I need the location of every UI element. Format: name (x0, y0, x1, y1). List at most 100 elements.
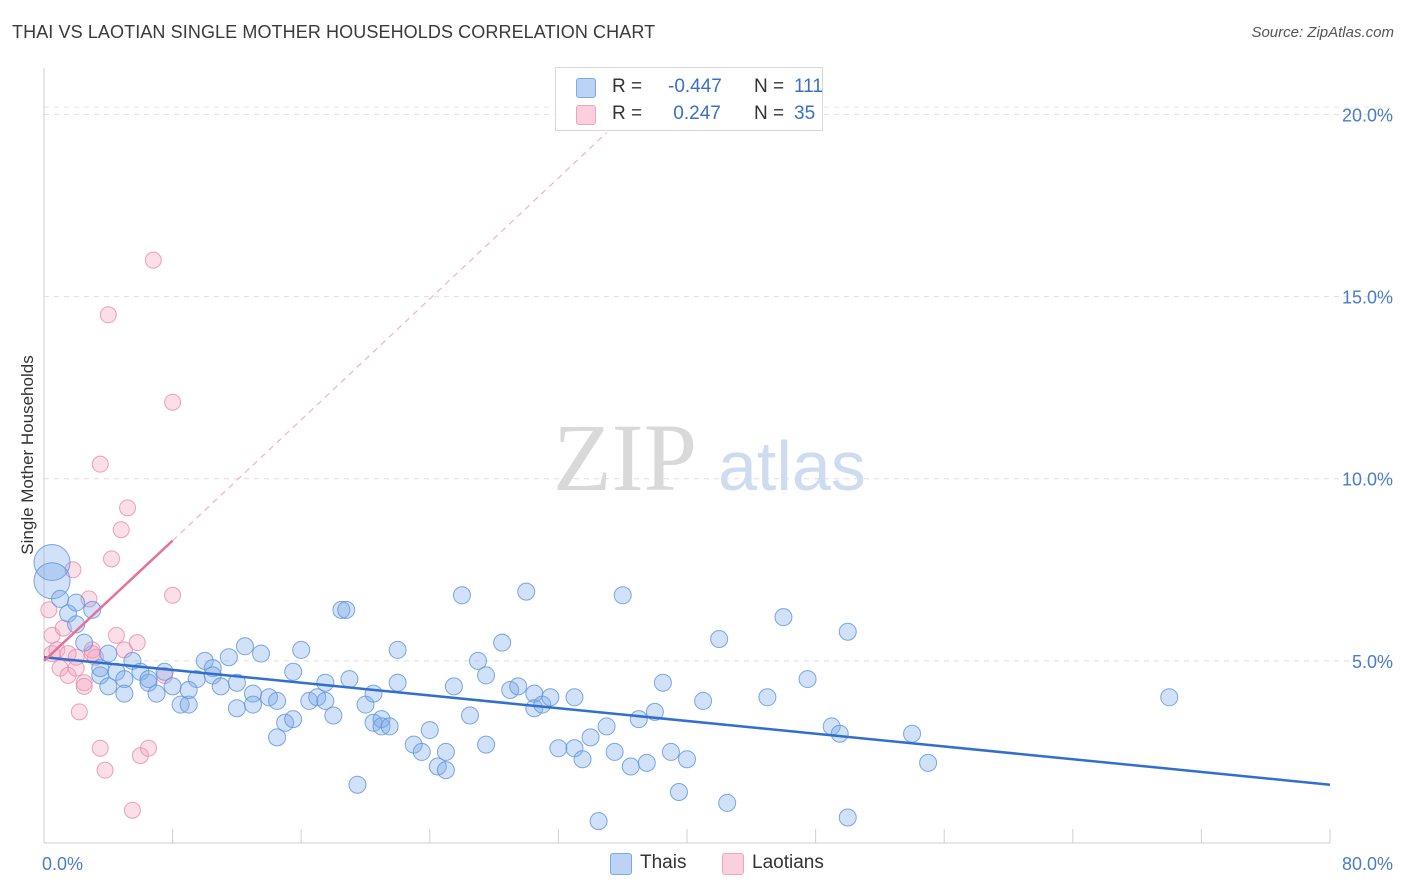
axes (43, 68, 1331, 844)
thais-point (549, 739, 568, 758)
legend-r-value-thais: -0.447 (668, 76, 722, 97)
laotians-point (119, 499, 137, 517)
thais-point (316, 691, 335, 710)
x-tick-label-min: 0.0% (42, 854, 83, 874)
thais-point (99, 677, 118, 696)
thais-point (340, 670, 359, 689)
thais-point (1160, 688, 1179, 707)
thais-point (243, 695, 262, 714)
thais-point (469, 651, 488, 670)
thais-point (758, 688, 777, 707)
thais-point (678, 750, 696, 769)
thais-point (388, 640, 407, 659)
thais-point (227, 699, 246, 718)
legend-r-label: R = (612, 76, 643, 97)
thais-point (838, 808, 857, 827)
thais-point (493, 633, 512, 652)
thais-point (565, 688, 584, 707)
laotians-point (99, 306, 117, 324)
thais-point (694, 691, 713, 710)
thais-point (364, 684, 383, 703)
laotians-point (70, 703, 88, 721)
thais-point (637, 753, 656, 772)
legend-swatch-thais (576, 78, 596, 98)
laotians-trend-dashed (172, 132, 608, 542)
laotians-point (107, 626, 125, 644)
thais-point (83, 600, 102, 619)
thais-point (179, 695, 198, 714)
watermark-zip: ZIP (553, 404, 697, 511)
thais-point (830, 724, 849, 743)
thais-point (348, 775, 367, 794)
x-tick-label-max: 80.0% (1342, 854, 1393, 874)
legend-n-value-thais: 111 (794, 76, 823, 97)
thais-point (460, 706, 479, 725)
laotians-trend-line (43, 539, 174, 662)
thais-point (710, 630, 729, 648)
thais-point (420, 721, 439, 740)
y-tick-label: 10.0% (1342, 470, 1393, 490)
thais-point (115, 684, 134, 703)
thais-point (99, 644, 118, 663)
thais-point (219, 648, 238, 667)
laotians-point (139, 739, 157, 757)
thais-point (919, 753, 938, 772)
thais-point (517, 582, 536, 601)
series-swatch-laotians (722, 853, 744, 875)
thais-point (235, 637, 254, 656)
thais-point (147, 684, 166, 703)
thais-point (284, 662, 303, 681)
thais-point (67, 593, 86, 612)
laotians-point (67, 659, 85, 677)
thais-point (903, 724, 922, 743)
laotians-point (40, 601, 58, 619)
thais-point (629, 710, 648, 729)
thais-point (268, 728, 287, 747)
thais-point (139, 670, 158, 689)
series-label-thais: Thais (640, 852, 687, 873)
laotians-point (91, 739, 109, 757)
thais-point (605, 742, 624, 761)
thais-point (380, 717, 399, 736)
watermark: ZIP atlas (553, 404, 866, 511)
thais-point (227, 673, 246, 692)
thais-point (477, 666, 496, 685)
thais-point (337, 600, 356, 619)
thais-point (316, 673, 335, 692)
thais-point (541, 688, 560, 707)
thais-point (436, 761, 455, 780)
thais-point (838, 622, 857, 641)
trend-lines (43, 539, 1331, 786)
thais-point (573, 750, 592, 769)
y-tick-labels: 5.0% 10.0% 15.0% 20.0% (1342, 105, 1393, 671)
laotians-point (123, 801, 141, 819)
y-tick-label: 15.0% (1342, 288, 1393, 308)
laotians-points (40, 251, 182, 819)
x-tick-labels: 0.0% 80.0% (42, 854, 1393, 874)
legend-r-value-laotians: 0.247 (668, 103, 721, 124)
laotians-point (96, 761, 114, 779)
thais-point (252, 644, 271, 663)
thais-point (388, 673, 407, 692)
thais-point (509, 677, 528, 696)
thais-point (268, 691, 287, 710)
laotians-point (164, 586, 182, 604)
legend-n-value-laotians: 35 (794, 103, 816, 124)
thais-point (653, 673, 672, 692)
thais-point (589, 812, 608, 831)
thais-point (444, 677, 463, 696)
thais-point (324, 706, 343, 725)
y-tick-label: 5.0% (1352, 652, 1393, 672)
thais-point (452, 586, 471, 605)
thais-point (774, 608, 793, 627)
correlation-legend: R = -0.447 N = 111 R = 0.247 N = 35 (555, 67, 823, 131)
laotians-point (75, 677, 93, 695)
thais-point (332, 600, 351, 619)
laotians-point (59, 645, 77, 663)
series-swatch-thais (610, 853, 632, 875)
thais-point (412, 742, 431, 761)
thais-point (581, 728, 600, 747)
legend-r-label: R = (612, 103, 643, 124)
legend-n-label: N = (754, 103, 785, 124)
